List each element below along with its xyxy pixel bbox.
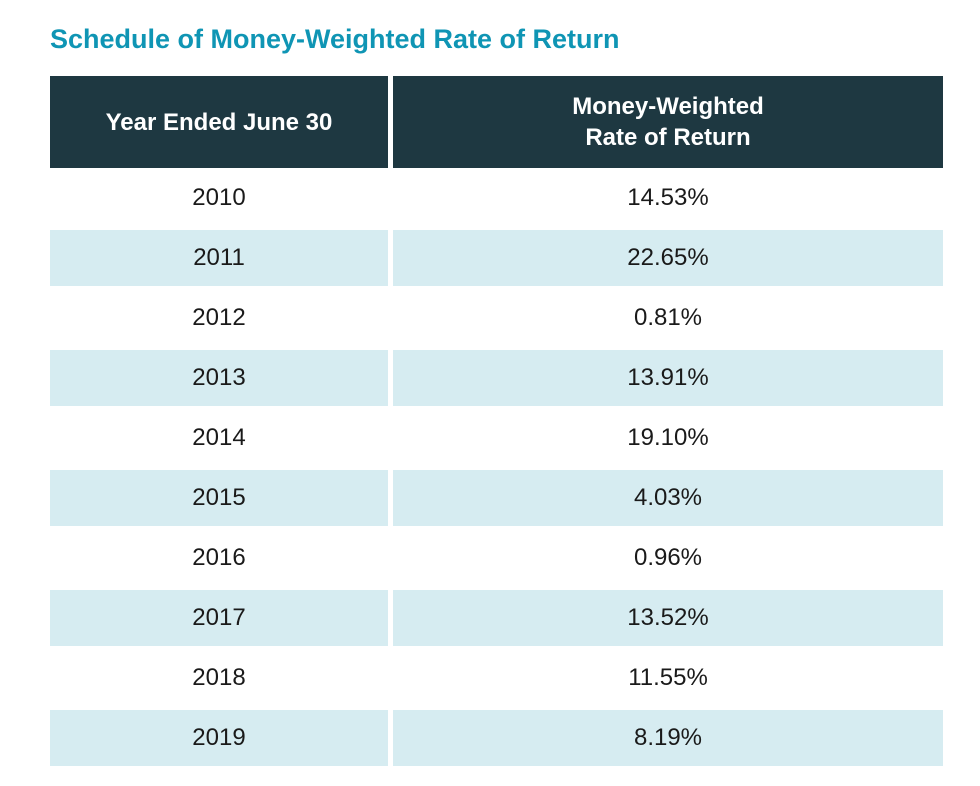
table-row: 2010 14.53% xyxy=(50,168,943,228)
year-cell: 2012 xyxy=(50,288,388,348)
table-row: 2013 13.91% xyxy=(50,348,943,408)
return-cell: 22.65% xyxy=(393,230,943,286)
column-header-return: Money-Weighted Rate of Return xyxy=(393,76,943,168)
return-cell: 14.53% xyxy=(393,168,943,228)
column-header-year: Year Ended June 30 xyxy=(50,76,388,168)
return-cell: 0.96% xyxy=(393,528,943,588)
return-cell: 0.81% xyxy=(393,288,943,348)
table-row: 2017 13.52% xyxy=(50,588,943,648)
table-row: 2014 19.10% xyxy=(50,408,943,468)
page-title: Schedule of Money-Weighted Rate of Retur… xyxy=(50,24,620,54)
year-cell: 2016 xyxy=(50,528,388,588)
year-cell: 2011 xyxy=(50,230,388,286)
return-cell: 4.03% xyxy=(393,470,943,526)
year-cell: 2019 xyxy=(50,710,388,766)
year-cell: 2013 xyxy=(50,350,388,406)
year-cell: 2014 xyxy=(50,408,388,468)
table-header-row: Year Ended June 30 Money-Weighted Rate o… xyxy=(50,76,943,168)
table-row: 2018 11.55% xyxy=(50,648,943,708)
year-cell: 2010 xyxy=(50,168,388,228)
rate-of-return-table: Year Ended June 30 Money-Weighted Rate o… xyxy=(50,76,943,768)
return-cell: 8.19% xyxy=(393,710,943,766)
return-cell: 19.10% xyxy=(393,408,943,468)
return-cell: 13.91% xyxy=(393,350,943,406)
table-row: 2012 0.81% xyxy=(50,288,943,348)
year-cell: 2017 xyxy=(50,590,388,646)
return-cell: 13.52% xyxy=(393,590,943,646)
year-cell: 2018 xyxy=(50,648,388,708)
table-row: 2015 4.03% xyxy=(50,468,943,528)
table-row: 2019 8.19% xyxy=(50,708,943,768)
table-row: 2016 0.96% xyxy=(50,528,943,588)
table-row: 2011 22.65% xyxy=(50,228,943,288)
year-cell: 2015 xyxy=(50,470,388,526)
return-cell: 11.55% xyxy=(393,648,943,708)
